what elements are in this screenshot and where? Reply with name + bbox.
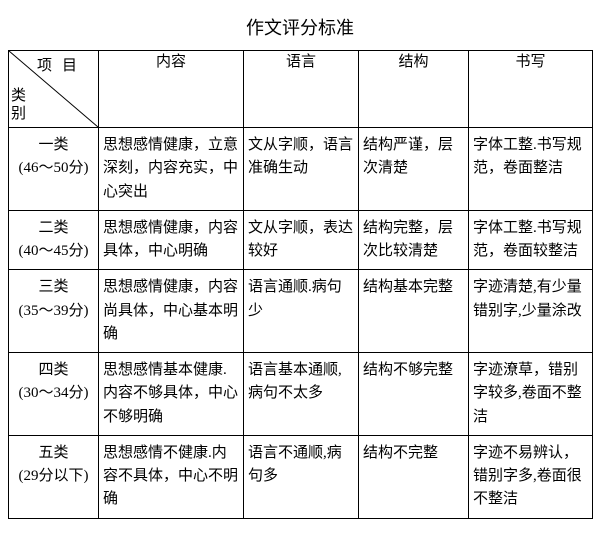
cell-content: 思想感情基本健康.内容不够具体，中心不够明确 — [99, 353, 244, 436]
table-row: 五类 (29分以下) 思想感情不健康.内容不具体，中心不明确 语言不通顺,病句多… — [9, 435, 593, 518]
cell-writing: 字迹清楚,有少量错别字,少量涂改 — [469, 270, 593, 353]
cell-writing: 字体工整.书写规范，卷面较整洁 — [469, 210, 593, 270]
header-col-content: 内容 — [99, 51, 244, 128]
cell-content: 思想感情健康，内容具体，中心明确 — [99, 210, 244, 270]
cell-structure: 结构不完整 — [359, 435, 469, 518]
category-name: 三类 — [38, 279, 68, 295]
page-title: 作文评分标准 — [8, 14, 592, 40]
cell-language: 文从字顺，表达较好 — [244, 210, 359, 270]
cell-content: 思想感情健康，内容尚具体，中心基本明确 — [99, 270, 244, 353]
header-col-language: 语言 — [244, 51, 359, 128]
category-name: 五类 — [38, 445, 68, 461]
cell-structure: 结构完整，层次比较清楚 — [359, 210, 469, 270]
category-name: 二类 — [38, 220, 68, 236]
category-range: (29分以下) — [19, 468, 89, 484]
cell-structure: 结构不够完整 — [359, 353, 469, 436]
category-range: (30～34分) — [19, 385, 89, 401]
cell-language: 语言不通顺,病句多 — [244, 435, 359, 518]
category-name: 四类 — [38, 362, 68, 378]
category-cell: 五类 (29分以下) — [9, 435, 99, 518]
category-cell: 二类 (40～45分) — [9, 210, 99, 270]
header-col-writing: 书写 — [469, 51, 593, 128]
cell-writing: 字体工整.书写规范，卷面整洁 — [469, 128, 593, 211]
cell-structure: 结构基本完整 — [359, 270, 469, 353]
cell-language: 文从字顺，语言准确生动 — [244, 128, 359, 211]
table-header-row: 项目 类别 内容 语言 结构 书写 — [9, 51, 593, 128]
rubric-table: 项目 类别 内容 语言 结构 书写 一类 (46～50分) 思想感情健康，立意深… — [8, 50, 593, 519]
category-cell: 四类 (30～34分) — [9, 353, 99, 436]
category-name: 一类 — [38, 137, 68, 153]
header-diag-top: 项目 — [37, 55, 87, 78]
table-row: 四类 (30～34分) 思想感情基本健康.内容不够具体，中心不够明确 语言基本通… — [9, 353, 593, 436]
category-range: (40～45分) — [19, 243, 89, 259]
category-cell: 三类 (35～39分) — [9, 270, 99, 353]
cell-writing: 字迹不易辨认，错别字多,卷面很不整洁 — [469, 435, 593, 518]
category-range: (46～50分) — [19, 160, 89, 176]
header-diagonal: 项目 类别 — [9, 51, 99, 128]
cell-writing: 字迹潦草，错别字较多,卷面不整洁 — [469, 353, 593, 436]
cell-language: 语言基本通顺,病句不太多 — [244, 353, 359, 436]
table-row: 二类 (40～45分) 思想感情健康，内容具体，中心明确 文从字顺，表达较好 结… — [9, 210, 593, 270]
category-cell: 一类 (46～50分) — [9, 128, 99, 211]
cell-language: 语言通顺.病句少 — [244, 270, 359, 353]
cell-structure: 结构严谨，层次清楚 — [359, 128, 469, 211]
table-row: 三类 (35～39分) 思想感情健康，内容尚具体，中心基本明确 语言通顺.病句少… — [9, 270, 593, 353]
cell-content: 思想感情健康，立意深刻，内容充实，中心突出 — [99, 128, 244, 211]
header-diag-bottom: 类别 — [11, 87, 26, 123]
table-row: 一类 (46～50分) 思想感情健康，立意深刻，内容充实，中心突出 文从字顺，语… — [9, 128, 593, 211]
category-range: (35～39分) — [19, 303, 89, 319]
header-col-structure: 结构 — [359, 51, 469, 128]
cell-content: 思想感情不健康.内容不具体，中心不明确 — [99, 435, 244, 518]
